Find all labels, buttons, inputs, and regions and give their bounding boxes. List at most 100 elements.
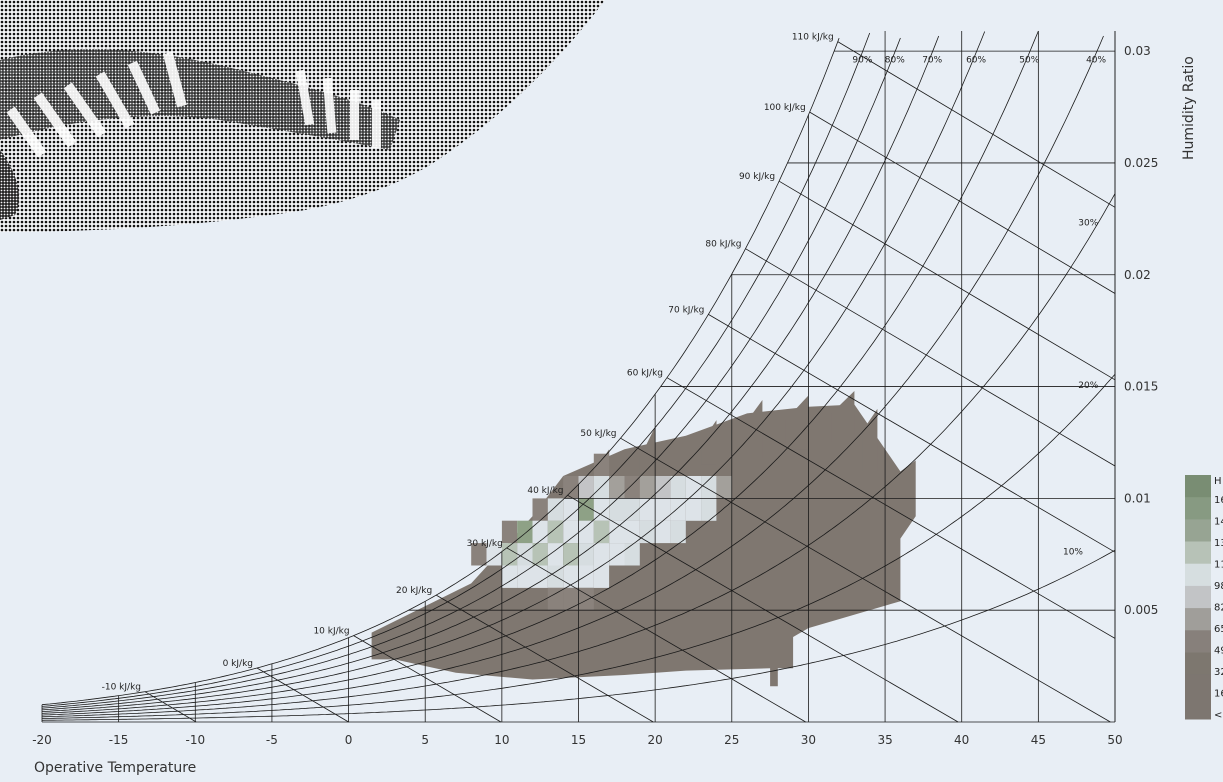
heatmap-cell [563,476,579,499]
heatmap-cell [670,520,686,544]
enthalpy-line [666,377,1116,639]
heatmap-cell [593,498,610,521]
enthalpy-label: 40 kJ/kg [527,486,563,496]
y-tick-label: 0.015 [1124,380,1158,394]
heatmap-cell [578,520,594,544]
legend-swatch [1185,630,1211,653]
heatmap-cell [532,543,548,566]
heatmap-cell [609,543,625,566]
legend-swatch [1185,475,1211,498]
enthalpy-label: 90 kJ/kg [739,172,775,182]
rh-label: 60% [966,55,986,65]
heatmap-region-spike-3 [831,391,855,443]
grid-lines [41,31,1116,723]
heatmap-cell [547,498,564,521]
y-tick-label: 0.03 [1124,44,1151,58]
heatmap-cell [624,520,640,544]
heatmap-layer [371,391,916,687]
heatmap-cell [624,476,640,499]
legend-label: 16 [1214,689,1223,700]
heatmap-cell [547,520,564,544]
legend-swatch [1185,541,1211,565]
heatmap-region-spike-6 [701,420,717,465]
heatmap-cell [639,498,656,521]
enthalpy-label: 110 kJ/kg [792,33,834,43]
enthalpy-line [256,667,349,723]
enthalpy-label: 50 kJ/kg [580,429,616,439]
rh-curves [41,30,1116,721]
x-tick-label: -5 [266,733,278,747]
rh-curve-100 [41,37,840,706]
heatmap-cell [563,520,579,544]
heatmap-cell [578,543,594,566]
heatmap-cell [501,520,518,544]
heatmap-cell [593,520,610,544]
x-tick-label: 10 [494,733,509,747]
x-tick-label: 45 [1031,733,1046,747]
enthalpy-lines [144,41,1116,723]
enthalpy-label: 70 kJ/kg [668,305,704,315]
heatmap-cell [701,498,717,521]
heatmap-cell [670,476,686,499]
rh-label: 40% [1086,55,1106,65]
enthalpy-line [620,437,1111,723]
legend-swatch [1185,497,1211,520]
x-axis-label: Operative Temperature [34,760,196,776]
heatmap-cell [532,498,548,521]
rh-label: 70% [922,55,942,65]
legend-label: 49 [1214,646,1223,657]
heatmap-cell [624,543,640,566]
enthalpy-label: -10 kJ/kg [102,683,141,693]
enthalpy-label: 20 kJ/kg [396,586,432,596]
y-tick-label: 0.005 [1124,603,1158,617]
x-tick-label: -10 [185,733,205,747]
heatmap-cell [547,587,564,611]
heatmap-cell [685,498,702,521]
heatmap-cell [624,498,640,521]
legend-swatch [1185,696,1211,720]
rh-curve-10 [41,549,1116,721]
heatmap-cell [517,565,533,588]
heatmap-cell [578,476,594,499]
heatmap-cell [593,565,610,588]
legend-label: < [1214,710,1222,721]
heatmap-cell [547,543,564,566]
enthalpy-line [809,111,1116,294]
enthalpy-line [745,248,1116,467]
legend-swatch [1185,608,1211,631]
x-tick-label: 5 [421,733,429,747]
enthalpy-label: 100 kJ/kg [764,103,806,113]
heatmap-region-spike-2 [785,395,809,450]
enthalpy-label: 60 kJ/kg [627,369,663,379]
heatmap-cell [532,565,548,588]
heatmap-cell [563,543,579,566]
rh-label: 10% [1063,548,1083,558]
enthalpy-line [567,494,959,723]
heatmap-region-main-envelope [371,404,916,687]
heatmap-cell [501,565,518,588]
legend-title: H [1214,476,1222,487]
rh-label: 80% [885,55,905,65]
x-tick-label: 40 [954,733,969,747]
rh-label: 90% [852,55,872,65]
heatmap-cell [563,498,579,521]
x-tick-label: 30 [801,733,816,747]
heatmap-cell [655,498,671,521]
rh-label: 50% [1019,55,1039,65]
heatmap-cell [517,543,533,566]
enthalpy-line [778,180,1116,381]
heatmap-cell [517,520,533,544]
heatmap-cell [685,476,702,499]
enthalpy-line [708,314,1116,553]
heatmap-cell [655,520,671,544]
background-halftone-pattern [0,0,605,232]
x-tick-label: 0 [345,733,353,747]
heatmap-cell [532,520,548,544]
heatmap-region-spike-1 [739,400,763,459]
heatmap-region-spike-4 [862,408,878,472]
enthalpy-label: 0 kJ/kg [223,659,253,669]
heatmap-cell [716,476,732,499]
enthalpy-line [353,635,502,723]
rh-curve-90 [41,32,871,707]
